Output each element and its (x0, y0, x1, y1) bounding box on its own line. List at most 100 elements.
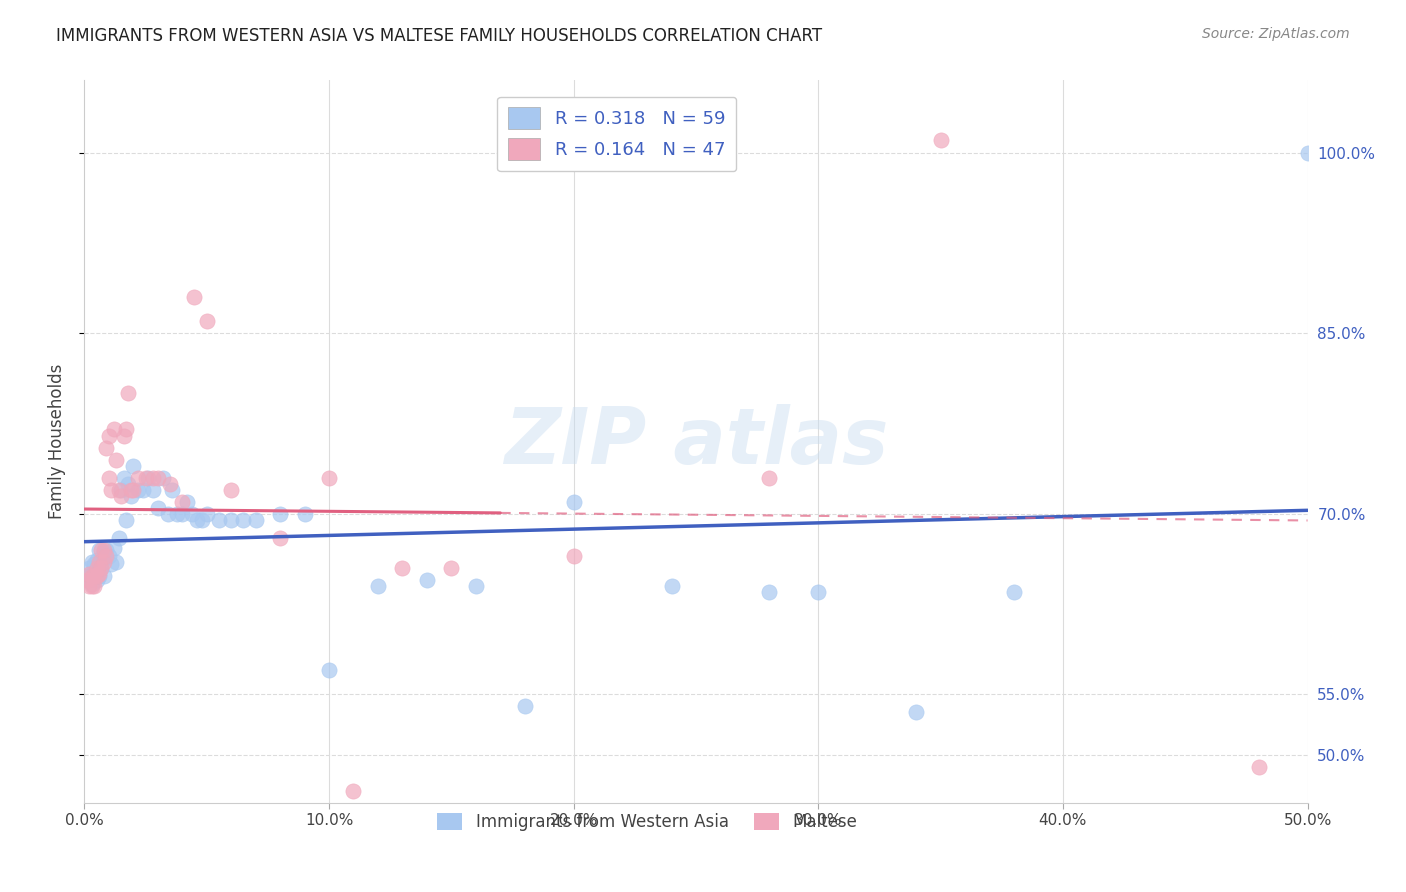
Point (77, 579, 100, 593)
Point (97, 428, 120, 442)
Point (132, 483, 155, 497)
Point (905, 706, 928, 720)
Point (176, 494, 198, 508)
Point (86, 573, 108, 587)
Point (294, 507, 316, 521)
Point (440, 561, 463, 575)
Point (318, 664, 340, 678)
Point (83, 569, 105, 583)
Point (93, 555, 115, 569)
Point (245, 513, 267, 527)
Point (97, 471, 120, 485)
Point (93, 545, 115, 559)
Point (166, 507, 188, 521)
Point (136, 471, 159, 485)
Point (87, 555, 110, 569)
Point (183, 290, 205, 304)
Point (77, 561, 100, 575)
Point (127, 483, 149, 497)
Point (117, 476, 139, 491)
Text: IMMIGRANTS FROM WESTERN ASIA VS MALTESE FAMILY HOUSEHOLDS CORRELATION CHART: IMMIGRANTS FROM WESTERN ASIA VS MALTESE … (56, 27, 823, 45)
Point (83, 579, 105, 593)
Point (76, 573, 98, 587)
Text: ZIP atlas: ZIP atlas (503, 403, 889, 480)
Point (90, 542, 112, 557)
Point (162, 483, 184, 497)
Text: Source: ZipAtlas.com: Source: ZipAtlas.com (1202, 27, 1350, 41)
Point (208, 513, 231, 527)
Point (127, 471, 149, 485)
Point (758, 585, 780, 599)
Point (142, 471, 165, 485)
Point (122, 458, 145, 473)
Point (758, 471, 780, 485)
Point (100, 558, 122, 572)
Point (115, 423, 138, 437)
Point (86, 569, 108, 583)
Point (107, 483, 129, 497)
Point (117, 386, 139, 401)
Point (86, 552, 108, 566)
Point (159, 476, 181, 491)
Point (86, 561, 108, 575)
Point (1247, 760, 1270, 774)
Point (110, 489, 132, 503)
Point (87, 567, 110, 582)
Point (318, 471, 340, 485)
Point (122, 483, 145, 497)
Point (172, 494, 194, 508)
Point (80, 579, 103, 593)
Point (464, 579, 486, 593)
Point (807, 585, 830, 599)
Point (105, 452, 128, 467)
Point (146, 471, 169, 485)
Point (562, 549, 585, 563)
Point (232, 513, 254, 527)
Point (181, 507, 204, 521)
Point (115, 513, 138, 527)
Point (80, 576, 103, 591)
Point (1002, 585, 1025, 599)
Point (105, 555, 128, 569)
Legend: Immigrants from Western Asia, Maltese: Immigrants from Western Asia, Maltese (430, 806, 863, 838)
Point (100, 483, 122, 497)
Point (120, 489, 142, 503)
Point (120, 483, 142, 497)
Point (367, 579, 389, 593)
Point (112, 428, 135, 442)
Point (90, 561, 112, 575)
Point (90, 561, 112, 575)
Point (76, 569, 98, 583)
Point (103, 541, 125, 555)
Point (135, 471, 157, 485)
Point (219, 483, 242, 497)
Point (103, 423, 125, 437)
Point (195, 314, 218, 328)
Point (96, 441, 118, 455)
Point (93, 569, 115, 583)
Point (269, 507, 291, 521)
Point (146, 500, 169, 515)
Point (219, 513, 242, 527)
Point (416, 573, 439, 587)
Point (83, 567, 105, 582)
Point (513, 699, 536, 714)
Point (110, 483, 132, 497)
Point (83, 558, 105, 572)
Point (191, 513, 214, 527)
Point (391, 561, 413, 575)
Point (90, 555, 112, 569)
Point (562, 494, 585, 508)
Point (342, 784, 364, 798)
Point (269, 531, 291, 545)
Point (97, 549, 120, 563)
Point (195, 507, 218, 521)
Point (93, 542, 115, 557)
Point (96, 542, 118, 557)
Y-axis label: Family Households: Family Households (48, 364, 66, 519)
Point (661, 579, 683, 593)
Point (80, 555, 103, 569)
Point (112, 471, 135, 485)
Point (1296, 145, 1319, 160)
Point (87, 569, 110, 583)
